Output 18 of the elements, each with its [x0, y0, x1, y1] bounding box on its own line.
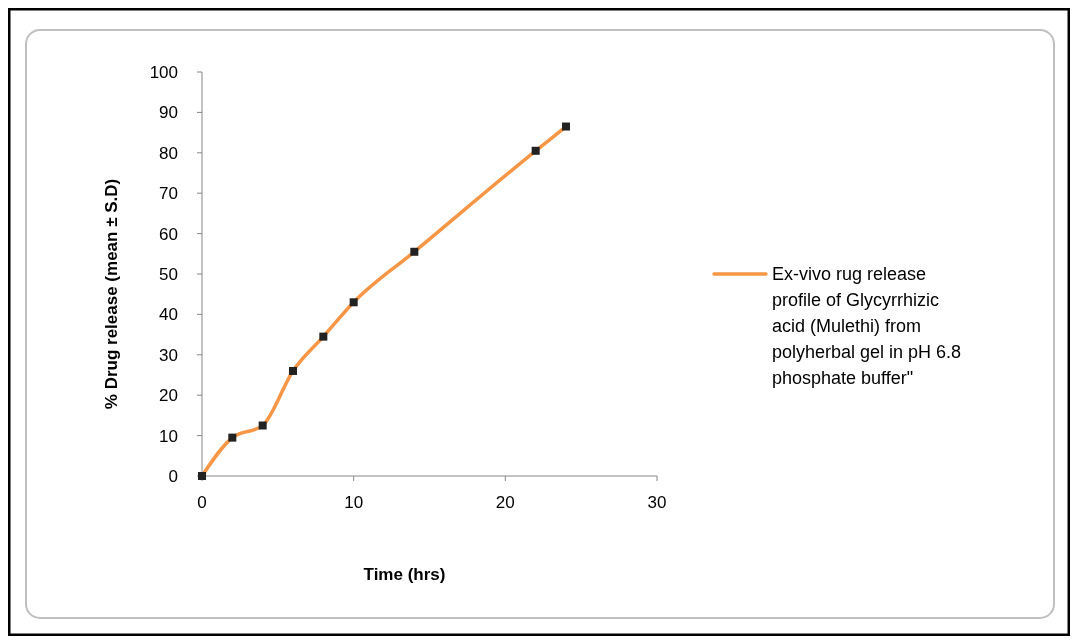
x-tick-label: 20 — [495, 493, 515, 512]
y-tick-label: 100 — [149, 62, 178, 82]
y-tick-label: 30 — [159, 345, 178, 365]
y-tick-label: 0 — [168, 466, 178, 486]
y-tick-label: 40 — [159, 305, 178, 325]
x-tick-label: 30 — [647, 493, 667, 512]
y-tick-label: 90 — [159, 103, 178, 123]
x-tick-label: 10 — [344, 493, 364, 512]
y-axis-title: % Drug release (mean ± S.D) — [102, 178, 121, 410]
y-tick-label: 70 — [159, 184, 178, 204]
y-tick-label: 60 — [159, 224, 178, 244]
y-tick-label: 80 — [159, 143, 178, 163]
x-tick-label: 0 — [197, 493, 207, 512]
legend-label: Ex-vivo rug release profile of Glycyrrhizic acid (Mulethi) from polyherbal gel in pH 6.8 phosphate buffer" — [772, 264, 962, 389]
x-axis-title: Time (hrs) — [363, 565, 446, 584]
y-tick-label: 50 — [159, 264, 178, 284]
y-tick-label: 20 — [159, 386, 178, 406]
y-tick-label: 10 — [159, 426, 178, 446]
